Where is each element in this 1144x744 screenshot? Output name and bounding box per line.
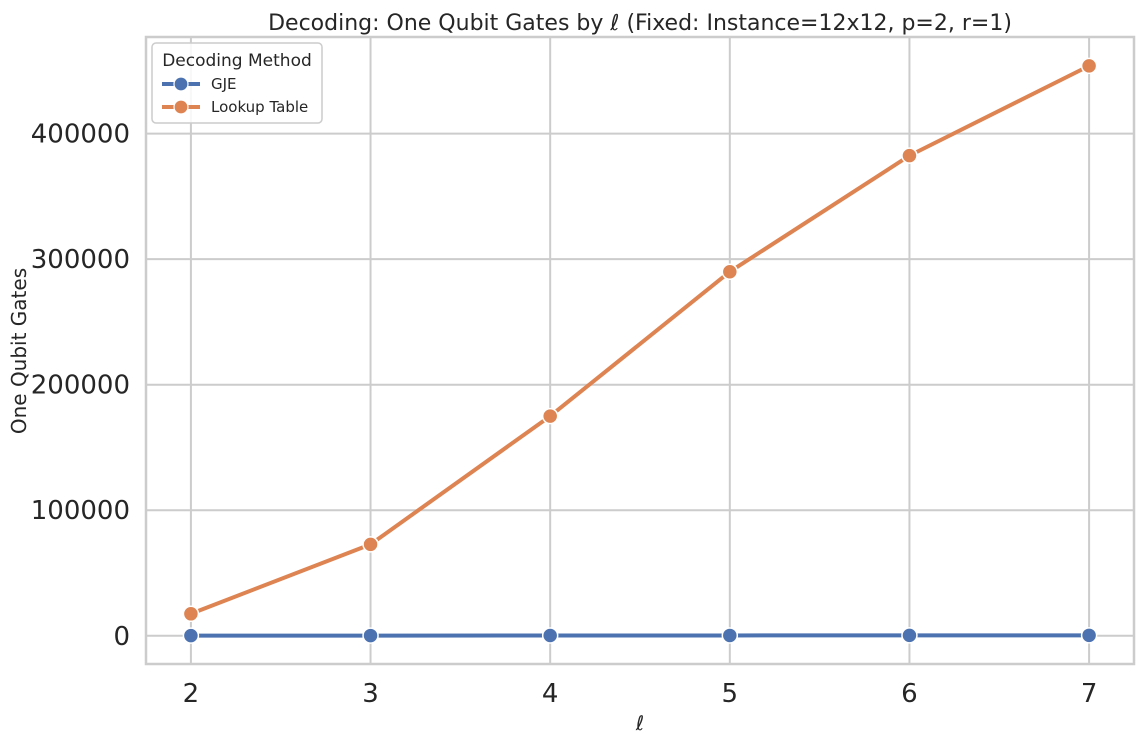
data-point-lookup-table [182, 605, 200, 623]
data-point-gje [1080, 627, 1098, 644]
y-tick-label: 0 [113, 622, 130, 652]
data-point-gje [721, 627, 739, 644]
plot-frame [144, 35, 1136, 666]
x-tick-label: 4 [542, 679, 559, 709]
legend-marker [173, 76, 189, 92]
legend-box [151, 42, 323, 124]
legend-entry-lookup-table: Lookup Table [162, 98, 308, 116]
x-tick-label: 3 [362, 679, 379, 709]
y-tick-label: 100000 [31, 496, 130, 526]
legend-entry-gje: GJE [162, 75, 237, 93]
data-point-lookup-table [1080, 57, 1098, 75]
x-tick-label: 5 [722, 679, 739, 709]
data-point-lookup-table [362, 536, 379, 553]
grid-lines [146, 37, 1134, 664]
data-point-gje [182, 627, 200, 644]
data-point-gje [901, 627, 918, 644]
y-axis-label: One Qubit Gates [7, 268, 31, 434]
y-tick-labels: 0 100000 200000 300000 400000 [31, 120, 130, 652]
data-point-lookup-table [721, 263, 739, 280]
data-point-lookup-table [541, 407, 559, 425]
y-tick-label: 300000 [31, 245, 130, 275]
x-tick-label: 7 [1081, 679, 1098, 709]
series-lookup-table [182, 57, 1098, 623]
chart-title: Decoding: One Qubit Gates by ℓ (Fixed: I… [268, 11, 1012, 36]
series-gje [182, 627, 1098, 644]
data-point-lookup-table [901, 147, 918, 164]
x-axis-label: ℓ [635, 711, 644, 735]
series-line-lookup-table [188, 63, 1092, 616]
legend: Decoding Method GJE Lookup Table [151, 42, 323, 124]
y-tick-label: 200000 [31, 371, 130, 401]
legend-marker [173, 99, 189, 115]
y-tick-label: 400000 [31, 120, 130, 150]
x-tick-label: 6 [901, 679, 918, 709]
data-point-gje [541, 627, 559, 644]
data-point-gje [362, 627, 379, 644]
x-tick-label: 2 [183, 679, 200, 709]
legend-label: GJE [211, 75, 237, 93]
legend-label: Lookup Table [211, 98, 308, 116]
legend-title: Decoding Method [162, 51, 312, 71]
x-tick-labels: 2 3 4 5 6 7 [183, 679, 1098, 709]
series-layer [182, 57, 1098, 644]
